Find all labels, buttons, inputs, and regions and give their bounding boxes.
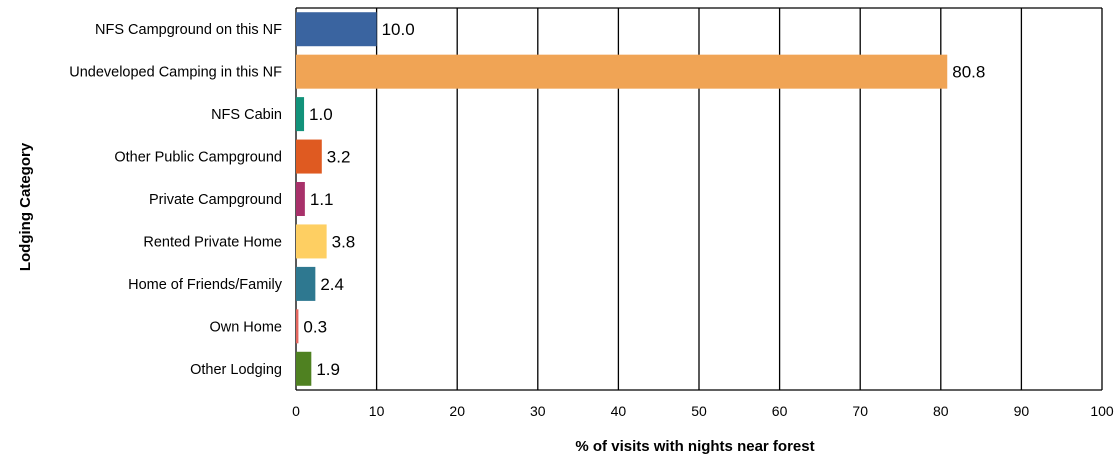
value-labels: 10.0 80.8 1.0 3.2 1.1 3.8 2.4 0.3 1.9 (303, 20, 985, 379)
bar-3 (296, 139, 322, 174)
value-label-7: 0.3 (303, 317, 327, 336)
value-label-4: 1.1 (310, 190, 334, 209)
value-label-3: 3.2 (327, 148, 351, 167)
value-label-2: 1.0 (309, 105, 333, 124)
value-label-6: 2.4 (320, 275, 344, 294)
category-label-0: NFS Campground on this NF (95, 22, 282, 38)
x-tick-label-2: 20 (449, 403, 465, 419)
category-label-4: Private Campground (149, 192, 282, 208)
category-label-5: Rented Private Home (143, 234, 282, 250)
category-labels: NFS Campground on this NF Undeveloped Cam… (69, 22, 283, 378)
bar-layer (296, 12, 948, 386)
x-tick-label-7: 70 (852, 403, 868, 419)
x-tick-label-0: 0 (292, 403, 300, 419)
x-tick-label-3: 30 (530, 403, 546, 419)
bar-0 (296, 12, 377, 47)
category-label-6: Home of Friends/Family (128, 277, 283, 293)
x-tick-label-8: 80 (933, 403, 949, 419)
value-label-8: 1.9 (316, 360, 340, 379)
x-tick-label-9: 90 (1014, 403, 1030, 419)
x-tick-labels: 0 10 20 30 40 50 60 70 80 90 100 (292, 403, 1114, 419)
x-tick-label-1: 10 (369, 403, 385, 419)
value-label-1: 80.8 (952, 63, 985, 82)
value-label-5: 3.8 (332, 232, 356, 251)
bar-8 (296, 351, 312, 386)
category-label-1: Undeveloped Camping in this NF (69, 65, 282, 81)
x-tick-label-4: 40 (611, 403, 627, 419)
value-label-0: 10.0 (382, 20, 415, 39)
category-label-3: Other Public Campground (114, 150, 282, 166)
y-axis-title: Lodging Category (17, 142, 34, 271)
bar-5 (296, 224, 327, 259)
category-label-2: NFS Cabin (211, 107, 282, 123)
x-axis-title: % of visits with nights near forest (575, 438, 814, 455)
bar-2 (296, 97, 305, 132)
category-label-7: Own Home (209, 319, 282, 335)
x-tick-label-10: 100 (1090, 403, 1114, 419)
bar-6 (296, 266, 316, 301)
bar-1 (296, 54, 948, 89)
category-label-8: Other Lodging (190, 362, 282, 378)
x-tick-label-6: 60 (772, 403, 788, 419)
bar-4 (296, 182, 305, 216)
bar-7 (296, 309, 299, 344)
x-tick-label-5: 50 (691, 403, 707, 419)
